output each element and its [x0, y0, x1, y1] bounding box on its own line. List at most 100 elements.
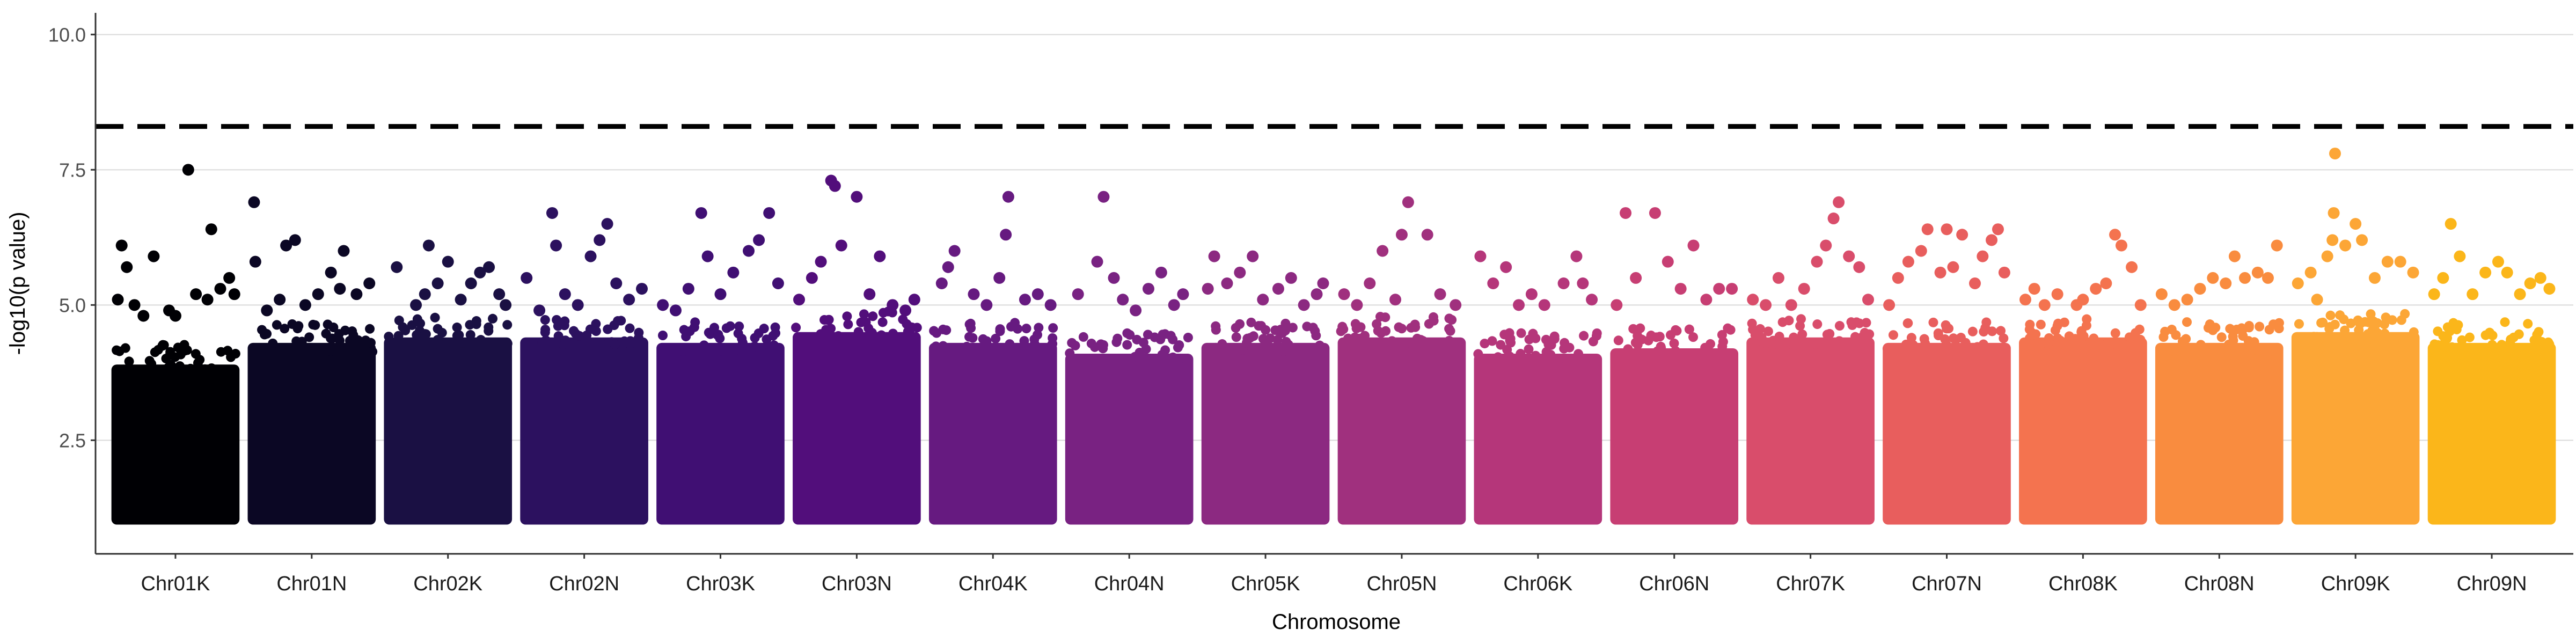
point — [2167, 325, 2177, 335]
point — [431, 277, 444, 289]
point — [2090, 341, 2101, 351]
point — [1934, 266, 1946, 279]
x-axis-title: Chromosome — [1272, 610, 1401, 634]
point — [2228, 250, 2241, 262]
point — [2323, 331, 2333, 341]
point — [753, 234, 765, 246]
y-tick-labels: 2.5 5.0 7.5 10.0 — [48, 24, 86, 451]
point — [2196, 340, 2206, 350]
point — [685, 326, 695, 336]
point — [574, 331, 584, 341]
point — [1843, 250, 1855, 262]
point — [727, 266, 740, 279]
point — [682, 283, 694, 295]
point — [163, 362, 173, 372]
point — [1789, 332, 1799, 342]
point — [261, 304, 273, 317]
point — [2379, 319, 2389, 330]
point — [816, 329, 826, 339]
point — [185, 363, 195, 374]
point — [823, 315, 833, 325]
point — [384, 332, 394, 342]
point — [1445, 326, 1455, 336]
point — [826, 324, 836, 334]
point — [1513, 299, 1525, 311]
x-tick-label: Chr03N — [822, 573, 892, 595]
point — [1000, 229, 1012, 241]
point — [1715, 350, 1725, 360]
point — [2326, 234, 2339, 246]
point — [1242, 333, 1253, 343]
point — [1158, 330, 1168, 340]
point — [493, 288, 506, 301]
point — [1246, 317, 1256, 327]
point — [935, 277, 948, 289]
point — [1628, 324, 1638, 334]
point — [1934, 330, 1944, 340]
point — [1257, 294, 1269, 306]
point — [631, 338, 641, 348]
point — [2497, 340, 2507, 350]
x-tick-label: Chr04N — [1094, 573, 1165, 595]
point — [938, 341, 948, 351]
point — [1350, 332, 1360, 342]
point — [1906, 333, 1916, 343]
point — [2442, 334, 2452, 344]
point — [1019, 294, 1031, 306]
point — [1778, 341, 1788, 352]
point — [1231, 332, 1241, 342]
point — [1165, 357, 1175, 367]
x-tick-label: Chr01K — [141, 573, 210, 595]
point — [365, 324, 375, 334]
point — [2437, 272, 2449, 284]
point — [1002, 191, 1014, 203]
point — [1528, 328, 1538, 339]
x-tick-label: Chr08K — [2048, 573, 2118, 595]
point — [1504, 356, 1514, 366]
point — [704, 327, 714, 338]
point — [2090, 283, 2102, 295]
point — [2543, 283, 2556, 295]
point — [1963, 346, 1973, 356]
point — [1656, 341, 1666, 352]
point — [1543, 339, 1554, 349]
point — [1021, 324, 1031, 334]
point — [1967, 326, 1978, 336]
point — [1579, 331, 1589, 341]
point — [1999, 333, 2009, 343]
point — [419, 288, 431, 301]
point — [2055, 335, 2065, 346]
point — [2111, 339, 2121, 349]
point — [433, 324, 443, 334]
point — [1564, 342, 1575, 353]
point — [1700, 294, 1713, 306]
point — [1395, 229, 1408, 241]
point — [1298, 299, 1310, 311]
point — [1138, 338, 1148, 348]
point — [1674, 283, 1687, 295]
point — [2350, 218, 2362, 230]
point — [2115, 239, 2127, 252]
point — [533, 304, 546, 317]
point — [304, 332, 314, 342]
point — [1434, 288, 1446, 301]
point — [2181, 294, 2193, 306]
point — [938, 324, 948, 334]
x-tick-label: Chr07K — [1776, 573, 1845, 595]
point — [2245, 346, 2256, 356]
point — [112, 345, 122, 355]
point — [874, 250, 886, 262]
point — [2487, 340, 2497, 350]
point — [2175, 347, 2185, 357]
point — [2366, 309, 2376, 319]
point — [2134, 324, 2145, 334]
point — [2321, 250, 2333, 262]
point — [2428, 288, 2440, 301]
x-tick-label: Chr06N — [1639, 573, 1709, 595]
point — [274, 294, 286, 306]
point — [985, 342, 995, 353]
point — [1857, 332, 1867, 342]
point — [773, 345, 783, 355]
point — [1586, 294, 1598, 306]
